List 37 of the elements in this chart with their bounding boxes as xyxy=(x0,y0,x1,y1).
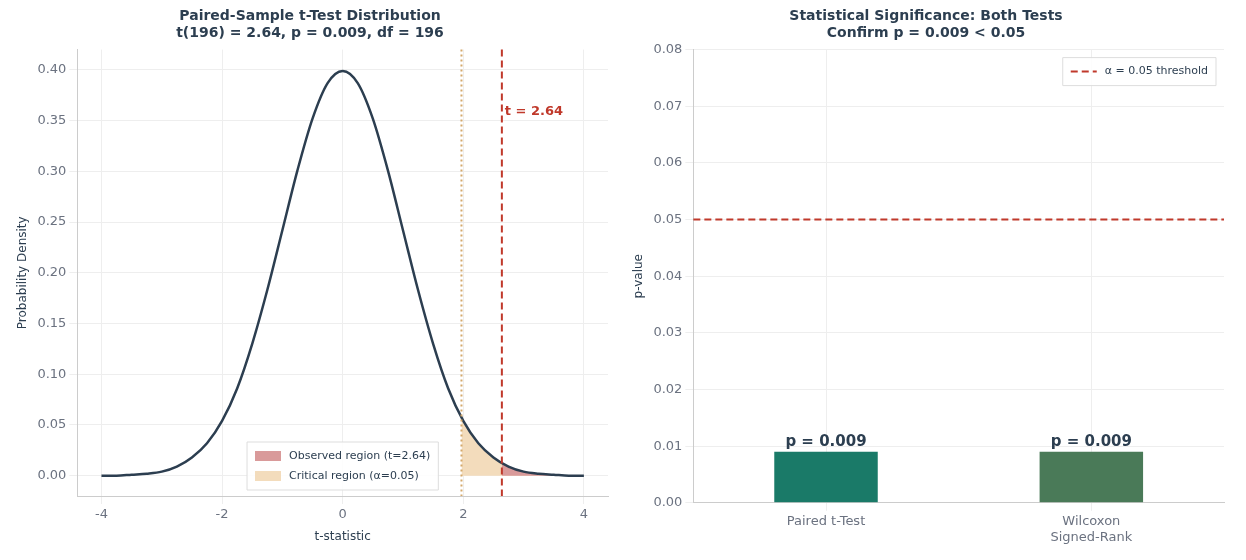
y-tick-label: 0.25 xyxy=(37,213,67,229)
y-tick-label: 0.05 xyxy=(653,210,683,226)
data-label: p = 0.009 xyxy=(1050,432,1132,451)
y-tick-label: 0.00 xyxy=(37,467,67,483)
x-axis-title: t-statistic xyxy=(314,528,371,543)
legend-label: Critical region (α=0.05) xyxy=(289,468,419,482)
x-tick-label: Paired t-Test xyxy=(786,512,866,528)
y-tick-label: 0.30 xyxy=(37,162,67,178)
legend-label: Observed region (t=2.64) xyxy=(289,448,431,462)
data-label: p = 0.009 xyxy=(785,432,867,451)
y-tick-label: 0.01 xyxy=(653,437,683,453)
y-axis-title: Probability Density xyxy=(15,216,30,330)
y-tick-label: 0.15 xyxy=(37,314,67,330)
chart-subtitle: t(196) = 2.64, p = 0.009, df = 196 xyxy=(176,23,444,40)
y-tick-label: 0.03 xyxy=(653,324,683,340)
y-tick-label: 0.20 xyxy=(37,264,67,280)
y-tick-label: 0.06 xyxy=(653,154,683,170)
y-axis-title: p-value xyxy=(631,254,646,299)
y-tick-label: 0.40 xyxy=(37,61,67,77)
y-tick-label: 0.07 xyxy=(653,97,683,113)
x-tick-label: 0 xyxy=(338,506,347,522)
legend-label: α = 0.05 threshold xyxy=(1104,64,1209,78)
chart-title: Paired-Sample t-Test Distribution xyxy=(179,7,441,24)
y-tick-label: 0.02 xyxy=(653,380,683,396)
x-tick-label: -2 xyxy=(215,506,229,522)
y-tick-label: 0.35 xyxy=(37,111,67,127)
x-tick-label: 4 xyxy=(579,506,589,522)
y-tick-label: 0.04 xyxy=(653,267,683,283)
x-tick-label: -4 xyxy=(94,506,108,522)
y-tick-label: 0.00 xyxy=(653,494,683,510)
x-tick-label: 2 xyxy=(459,506,468,522)
y-tick-label: 0.05 xyxy=(37,416,67,432)
ref-line-label: t = 2.64 xyxy=(504,103,564,119)
x-tick-label: Wilcoxon Signed-Rank xyxy=(1050,512,1133,544)
y-tick-label: 0.08 xyxy=(653,40,683,56)
y-tick-label: 0.10 xyxy=(37,365,67,381)
chart-title: Statistical Significance: Both Tests Confirm p = 0.009 < 0.05 xyxy=(789,7,1063,40)
